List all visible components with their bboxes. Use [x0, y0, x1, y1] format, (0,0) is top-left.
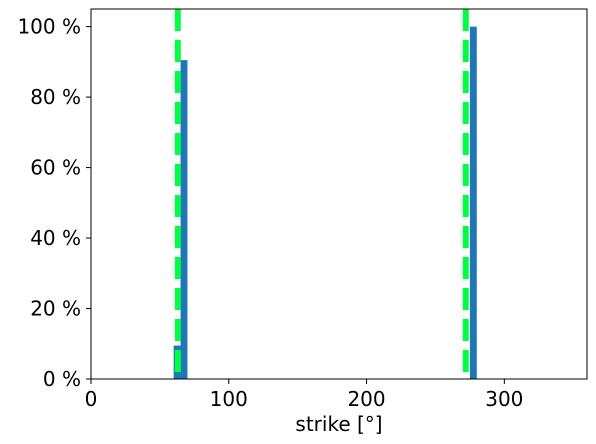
- y-tick-label: 100 %: [17, 15, 81, 39]
- x-tick-label: 300: [485, 387, 523, 411]
- plot-frame: [90, 8, 588, 380]
- x-tick-label: 200: [347, 387, 385, 411]
- ticks-layer: 0 100 200 300 0 % 20 % 40 % 60 % 80 % 100 %: [17, 15, 523, 411]
- y-tick-label: 60 %: [30, 156, 81, 180]
- y-tick-label: 40 %: [30, 226, 81, 250]
- histogram-bar: [180, 60, 188, 379]
- x-axis-label: strike [°]: [295, 412, 382, 436]
- x-tick-label: 0: [85, 387, 98, 411]
- histogram-bar: [469, 26, 477, 379]
- reference-lines-layer: [174, 9, 469, 379]
- y-tick-label: 0 %: [43, 367, 81, 391]
- y-tick-label: 20 %: [30, 297, 81, 321]
- x-tick-label: 100: [210, 387, 248, 411]
- axes-layer: [90, 8, 588, 380]
- y-tick-label: 80 %: [30, 85, 81, 109]
- bars-layer: [173, 26, 477, 379]
